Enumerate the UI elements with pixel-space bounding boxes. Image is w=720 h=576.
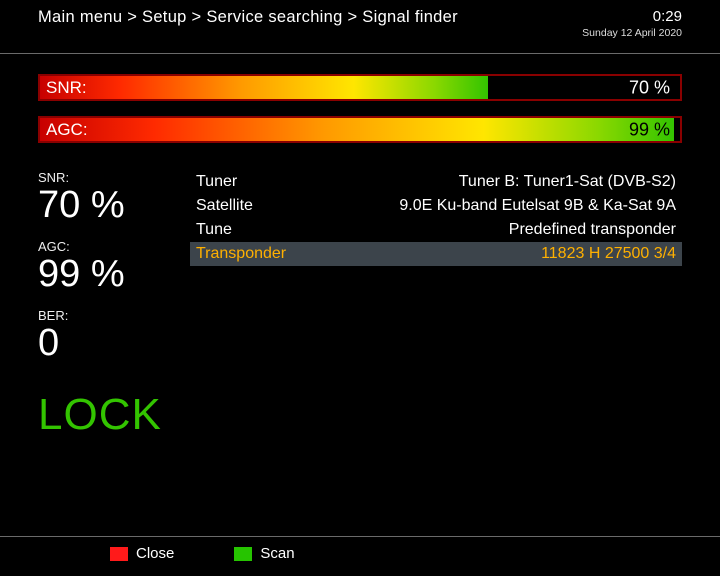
- detail-row[interactable]: Tuner Tuner B: Tuner1-Sat (DVB-S2): [190, 170, 682, 194]
- detail-key: Tune: [196, 221, 232, 239]
- footer: Close Scan: [0, 536, 720, 562]
- clock-date: Sunday 12 April 2020: [582, 27, 682, 39]
- header: Main menu > Setup > Service searching > …: [0, 0, 720, 54]
- detail-row[interactable]: Transponder 11823 H 27500 3/4: [190, 242, 682, 266]
- clock-time: 0:29: [582, 8, 682, 25]
- detail-value: Predefined transponder: [509, 221, 676, 239]
- agc-bar-fill: [40, 118, 674, 141]
- agc-bar: AGC: 99 %: [38, 116, 682, 143]
- snr-stat-label: SNR:: [38, 170, 168, 185]
- detail-key: Tuner: [196, 173, 237, 191]
- red-button-icon: [110, 547, 128, 561]
- green-button-icon: [234, 547, 252, 561]
- stats-panel: SNR: 70 % AGC: 99 % BER: 0 LOCK: [38, 164, 168, 440]
- scan-button[interactable]: Scan: [234, 545, 294, 562]
- detail-row[interactable]: Satellite 9.0E Ku-band Eutelsat 9B & Ka-S…: [190, 194, 682, 218]
- ber-stat-label: BER:: [38, 308, 168, 323]
- breadcrumb: Main menu > Setup > Service searching > …: [38, 8, 458, 27]
- snr-bar: SNR: 70 %: [38, 74, 682, 101]
- agc-bar-label: AGC:: [46, 120, 88, 140]
- detail-value: Tuner B: Tuner1-Sat (DVB-S2): [459, 173, 676, 191]
- scan-button-label: Scan: [260, 545, 294, 562]
- tuning-details[interactable]: Tuner Tuner B: Tuner1-Sat (DVB-S2) Satelli…: [190, 164, 682, 440]
- snr-bar-label: SNR:: [46, 78, 87, 98]
- snr-bar-fill: [40, 76, 488, 99]
- agc-stat-value: 99 %: [38, 254, 168, 296]
- agc-bar-value: 99 %: [629, 119, 670, 140]
- detail-value: 11823 H 27500 3/4: [541, 245, 676, 263]
- clock: 0:29 Sunday 12 April 2020: [582, 8, 682, 39]
- detail-row[interactable]: Tune Predefined transponder: [190, 218, 682, 242]
- lock-indicator: LOCK: [38, 390, 168, 440]
- signal-bars: SNR: 70 % AGC: 99 %: [0, 54, 720, 164]
- content: SNR: 70 % AGC: 99 % BER: 0 LOCK TunerTun…: [0, 164, 720, 440]
- close-button-label: Close: [136, 545, 174, 562]
- detail-value: 9.0E Ku-band Eutelsat 9B & Ka-Sat 9A: [399, 197, 676, 215]
- detail-key: Satellite: [196, 197, 253, 215]
- snr-bar-value: 70 %: [629, 77, 670, 98]
- ber-stat-value: 0: [38, 323, 168, 365]
- close-button[interactable]: Close: [110, 545, 174, 562]
- detail-key: Transponder: [196, 245, 286, 263]
- snr-stat-value: 70 %: [38, 185, 168, 227]
- agc-stat-label: AGC:: [38, 239, 168, 254]
